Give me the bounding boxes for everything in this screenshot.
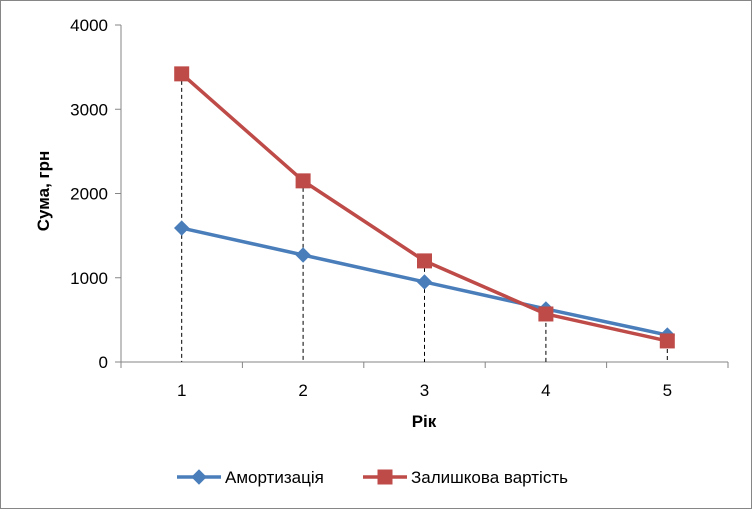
data-point-marker bbox=[295, 247, 311, 263]
data-point-marker bbox=[538, 306, 554, 322]
y-tick-label: 4000 bbox=[70, 16, 108, 35]
series-line-2 bbox=[180, 72, 668, 343]
series-lines bbox=[180, 72, 668, 343]
x-tick-label: 2 bbox=[298, 381, 307, 400]
x-tick-label: 3 bbox=[420, 381, 429, 400]
y-axis-title: Сума, грн bbox=[34, 151, 53, 232]
x-axis-title: Рік bbox=[412, 412, 437, 431]
axes bbox=[115, 24, 729, 368]
data-point-marker bbox=[659, 333, 675, 349]
legend-label-1: Амортизація bbox=[225, 468, 324, 487]
data-point-marker bbox=[173, 220, 190, 236]
legend-marker-2 bbox=[377, 469, 393, 485]
x-tick-label: 5 bbox=[663, 381, 672, 400]
series-markers bbox=[173, 66, 676, 349]
y-tick-label: 3000 bbox=[70, 100, 108, 119]
legend: Амортизація Залишкова вартість bbox=[177, 468, 568, 487]
legend-marker-1 bbox=[191, 469, 207, 485]
y-tick-label: 2000 bbox=[70, 185, 108, 204]
y-tick-label: 1000 bbox=[70, 269, 108, 288]
legend-label-2: Залишкова вартість bbox=[411, 468, 568, 487]
y-tick-label: 0 bbox=[99, 353, 108, 372]
y-tick-labels: 0 1000 2000 3000 4000 bbox=[70, 16, 108, 372]
data-point-marker bbox=[416, 274, 433, 290]
data-point-marker bbox=[174, 66, 190, 82]
data-point-marker bbox=[417, 253, 432, 269]
x-tick-label: 1 bbox=[177, 381, 186, 400]
data-point-marker bbox=[295, 173, 311, 189]
x-tick-labels: 1 2 3 4 5 bbox=[177, 381, 672, 400]
x-tick-label: 4 bbox=[541, 381, 550, 400]
